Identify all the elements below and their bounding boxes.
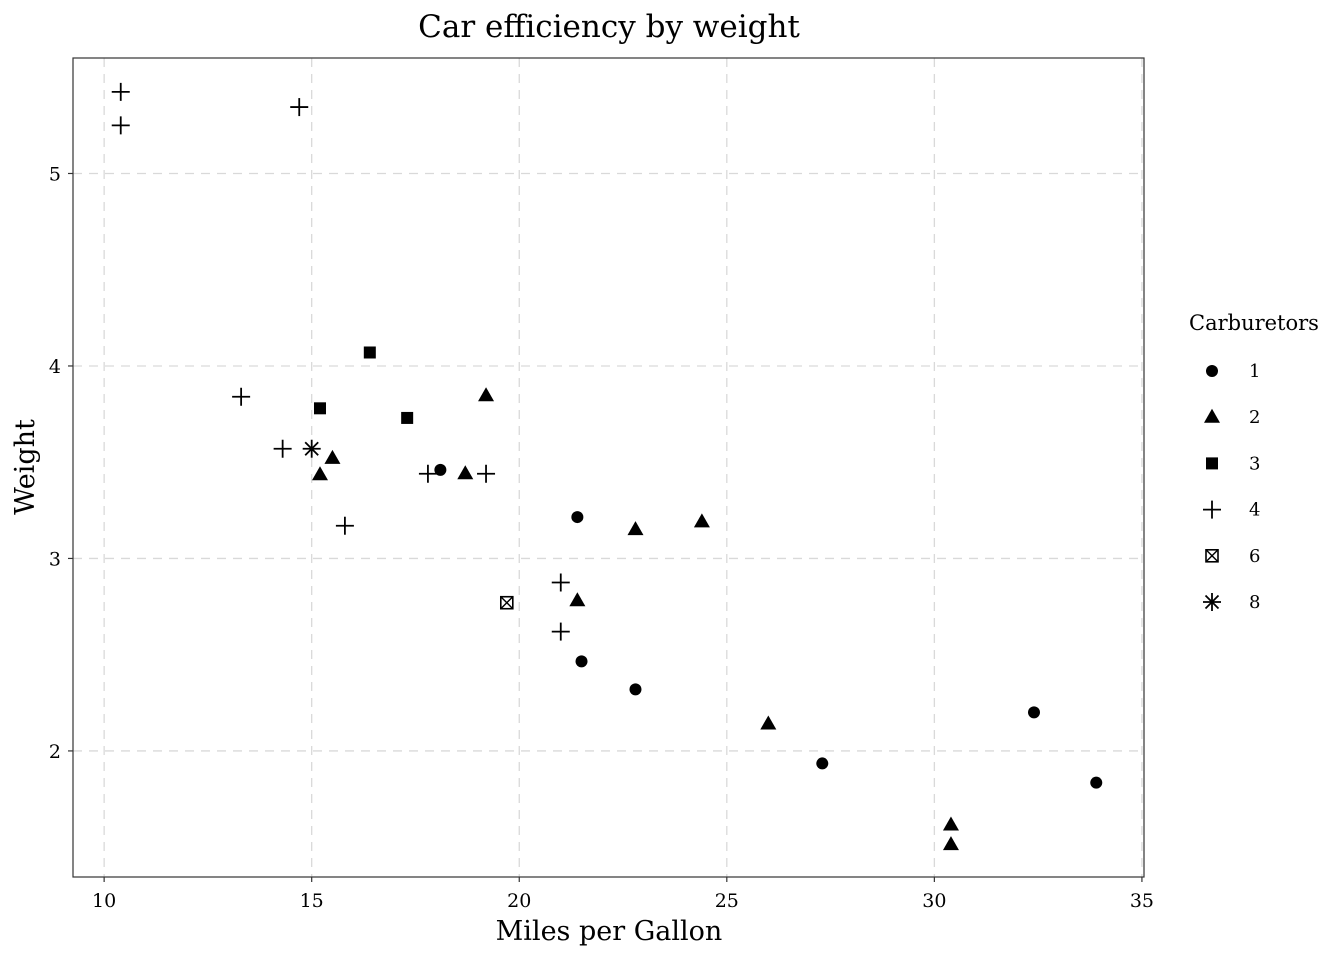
legend-key-carb-3: [1206, 457, 1218, 470]
data-point-carb-8: [302, 439, 321, 458]
data-point-carb-4: [418, 464, 437, 483]
data-point-carb-3: [313, 402, 326, 415]
data-point-carb-2: [760, 715, 777, 730]
data-point-carb-1: [571, 511, 584, 524]
data-point-carb-2: [627, 521, 644, 536]
x-tick-label: 30: [922, 890, 946, 912]
legend-key-carb-4: [1203, 500, 1221, 519]
data-point-carb-4: [111, 82, 130, 101]
data-point-carb-2: [457, 465, 474, 480]
data-point-carb-1: [434, 463, 447, 476]
data-point-carb-2: [478, 387, 495, 402]
legend-key-carb-8: [1203, 593, 1221, 611]
x-axis-label: Miles per Gallon: [496, 916, 723, 947]
x-tick-label: 15: [300, 890, 324, 912]
data-point-carb-2: [311, 466, 328, 481]
data-point-carb-1: [575, 655, 588, 668]
data-point-carb-6: [499, 595, 514, 610]
legend-title: Carburetors: [1189, 311, 1319, 335]
y-tick-label: 2: [49, 741, 61, 763]
data-point-carb-4: [477, 464, 496, 483]
data-point-carb-1: [629, 683, 642, 696]
data-point-carb-2: [324, 449, 341, 464]
chart-title: Car efficiency by weight: [418, 9, 800, 45]
data-point-carb-4: [551, 573, 570, 592]
legend-label: 8: [1249, 592, 1260, 613]
data-point-carb-1: [1090, 776, 1103, 789]
data-point-carb-4: [335, 516, 354, 535]
data-point-carb-4: [551, 622, 570, 641]
data-point-carb-4: [290, 98, 309, 117]
y-tick-label: 4: [49, 356, 61, 378]
legend-key-carb-6: [1205, 548, 1219, 563]
plot-frame: [72, 57, 1145, 878]
data-point-carb-2: [942, 816, 959, 831]
grid-lines: [73, 58, 1144, 877]
legend-key-carb-2: [1204, 408, 1220, 423]
data-point-carb-2: [693, 513, 710, 528]
data-point-carb-2: [569, 592, 586, 607]
data-point-carb-4: [232, 387, 251, 406]
data-point-carb-4: [111, 116, 130, 135]
data-point-carb-3: [363, 346, 376, 359]
data-point-carb-4: [273, 439, 292, 458]
data-points: [111, 82, 1103, 851]
x-tick-label: 20: [507, 890, 531, 912]
x-tick-label: 25: [715, 890, 739, 912]
x-tick-label: 10: [92, 890, 116, 912]
data-point-carb-1: [816, 757, 829, 770]
legend-label: 4: [1249, 500, 1260, 521]
legend-label: 1: [1249, 361, 1260, 382]
y-tick-label: 5: [49, 163, 61, 185]
axis-ticks: 10 15 20 25 30 35 2 3 4 5: [49, 163, 1154, 912]
x-tick-label: 35: [1130, 890, 1154, 912]
y-axis-label: Weight: [10, 419, 41, 515]
legend-label: 2: [1249, 407, 1260, 428]
data-point-carb-1: [1027, 706, 1040, 719]
legend-label: 3: [1249, 453, 1260, 474]
y-tick-label: 3: [49, 548, 61, 570]
data-point-carb-2: [942, 836, 959, 851]
legend-label: 6: [1249, 546, 1260, 567]
legend: Carburetors 1 2 3 4 6 8: [1189, 311, 1319, 613]
legend-key-carb-1: [1206, 365, 1218, 377]
legend-items: 1 2 3 4 6 8: [1203, 361, 1260, 613]
data-point-carb-3: [401, 411, 414, 424]
